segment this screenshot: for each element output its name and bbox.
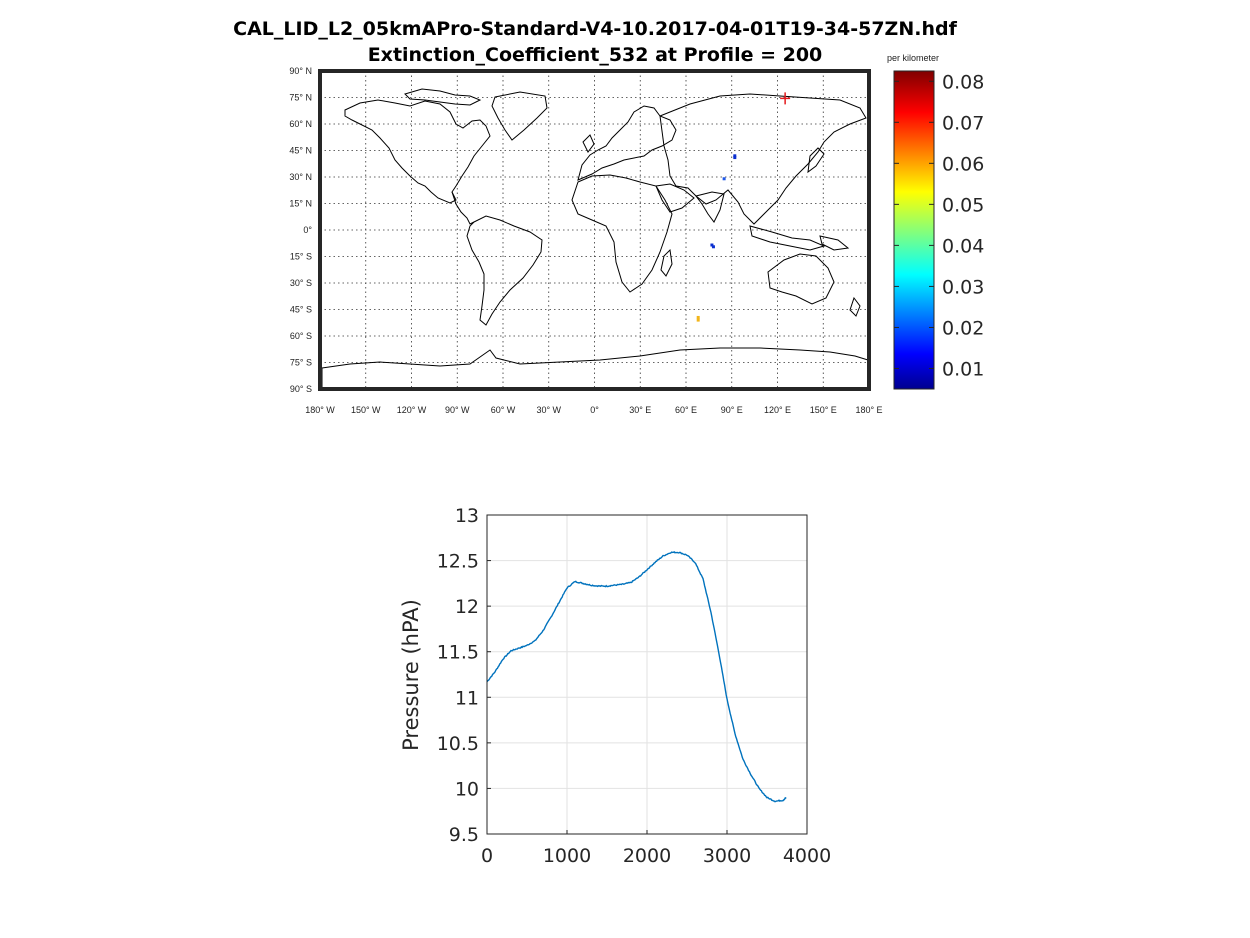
longitude-tick-label: 180° W [305, 405, 335, 415]
coastline-europe [577, 105, 677, 181]
longitude-tick-label: 90° E [721, 405, 743, 415]
coastline-antarctica [321, 347, 869, 389]
latitude-tick-label: 60° S [290, 331, 312, 341]
map-frame [318, 69, 871, 391]
coastline-indonesia [749, 225, 826, 251]
colorbar-tick-label: 0.04 [942, 235, 984, 257]
map-data-point [711, 245, 715, 249]
longitude-tick-label: 30° W [536, 405, 561, 415]
longitude-tick-label: 150° E [810, 405, 837, 415]
line-plot-x-tick-label: 3000 [703, 845, 751, 867]
colorbar-tick-label: 0.01 [942, 358, 984, 380]
figure-title: CAL_LID_L2_05kmAPro-Standard-V4-10.2017-… [233, 18, 957, 40]
coastline-japan [807, 147, 825, 174]
line-plot-y-axis-label: Pressure (hPA) [399, 599, 423, 751]
colorbar-tick-label: 0.06 [942, 153, 984, 175]
map-data-points [696, 92, 791, 322]
map-data-point [710, 243, 714, 247]
line-plot-x-tick-label: 0 [481, 845, 493, 867]
latitude-tick-label: 15° S [290, 252, 312, 262]
map-coastlines [321, 88, 869, 389]
coastline-greenland [491, 91, 548, 141]
colorbar-tick-label: 0.08 [942, 71, 984, 93]
longitude-tick-label: 120° W [397, 405, 427, 415]
line-plot-panel: 0 1000 2000 3000 4000 9.5 10 10.5 11 11.5 12 12.5 1… [399, 505, 831, 867]
coastline-arabia [655, 183, 695, 213]
latitude-tick-label: 90° N [289, 66, 312, 76]
map-marker [780, 92, 791, 105]
latitude-tick-label: 0° [303, 225, 312, 235]
latitude-tick-label: 60° N [289, 119, 312, 129]
line-plot-y-tick-label: 11 [455, 687, 479, 709]
map-data-point [733, 156, 737, 160]
line-plot-y-tick-label: 10 [455, 778, 479, 800]
coastline-india [695, 191, 725, 223]
line-plot-y-tick-label: 12 [455, 596, 479, 618]
longitude-tick-label: 30° E [629, 405, 651, 415]
longitude-tick-label: 0° [590, 405, 599, 415]
colorbar-tick-label: 0.03 [942, 276, 984, 298]
map-panel: 90° N 75° N 60° N 45° N 30° N 15° N 0° 15° S 30°… [289, 66, 882, 415]
latitude-tick-label: 45° S [290, 305, 312, 315]
coastline-asia [659, 93, 867, 225]
map-data-point [696, 315, 700, 319]
colorbar-tick-label: 0.05 [942, 194, 984, 216]
coastline-central-america [451, 191, 475, 225]
longitude-tick-labels: 180° W 150° W 120° W 90° W 60° W 30° W 0° 30° E… [305, 405, 882, 415]
line-plot-x-tick-label: 4000 [783, 845, 831, 867]
colorbar-tick-label: 0.07 [942, 112, 984, 134]
latitude-tick-label: 45° N [289, 146, 312, 156]
longitude-tick-label: 90° W [445, 405, 470, 415]
latitude-tick-label: 90° S [290, 384, 312, 394]
coastline-arctic-islands [404, 88, 482, 106]
map-data-point [696, 318, 700, 322]
figure-subtitle: Extinction_Coefficient_532 at Profile = … [368, 44, 823, 66]
longitude-tick-label: 180° E [855, 405, 882, 415]
latitude-tick-labels: 90° N 75° N 60° N 45° N 30° N 15° N 0° 15° S 30°… [289, 66, 312, 394]
map-data-point [722, 177, 726, 181]
line-plot-x-tick-labels: 0 1000 2000 3000 4000 [481, 830, 831, 867]
latitude-tick-label: 75° S [290, 358, 312, 368]
longitude-tick-label: 60° E [675, 405, 697, 415]
colorbar-ticks: 0.08 0.07 0.06 0.05 0.04 0.03 0.02 0.01 [894, 71, 984, 380]
colorbar-tick-label: 0.02 [942, 317, 984, 339]
latitude-tick-label: 30° N [289, 172, 312, 182]
coastline-africa [571, 174, 673, 293]
coastline-south-america [466, 215, 543, 326]
colorbar: per kilometer 0.080.070.060.050.040.030.… [887, 53, 984, 390]
coastline-new-zealand [849, 296, 861, 317]
colorbar-gradient [893, 70, 935, 390]
longitude-tick-label: 60° W [491, 405, 516, 415]
coastline-north-america [344, 99, 491, 204]
coastline-british-isles [582, 134, 595, 153]
colorbar-label: per kilometer [887, 53, 939, 63]
map-data-point [733, 154, 737, 158]
line-plot-y-tick-label: 9.5 [449, 824, 479, 846]
line-plot-y-tick-label: 12.5 [437, 551, 479, 573]
coastline-australia [767, 253, 835, 305]
line-plot-x-tick-label: 2000 [623, 845, 671, 867]
coastline-madagascar [660, 248, 673, 277]
coastline-new-guinea [819, 235, 850, 251]
latitude-tick-label: 75° N [289, 93, 312, 103]
line-plot-y-tick-labels: 9.5 10 10.5 11 11.5 12 12.5 13 [437, 505, 491, 846]
line-plot-y-tick-label: 10.5 [437, 733, 479, 755]
latitude-tick-label: 30° S [290, 278, 312, 288]
longitude-tick-label: 150° W [351, 405, 381, 415]
latitude-tick-label: 15° N [289, 199, 312, 209]
longitude-tick-label: 120° E [764, 405, 791, 415]
line-plot-x-tick-label: 1000 [543, 845, 591, 867]
line-plot-y-tick-label: 13 [455, 505, 479, 527]
pressure-series-line [486, 551, 787, 803]
line-plot-y-tick-label: 11.5 [437, 642, 479, 664]
